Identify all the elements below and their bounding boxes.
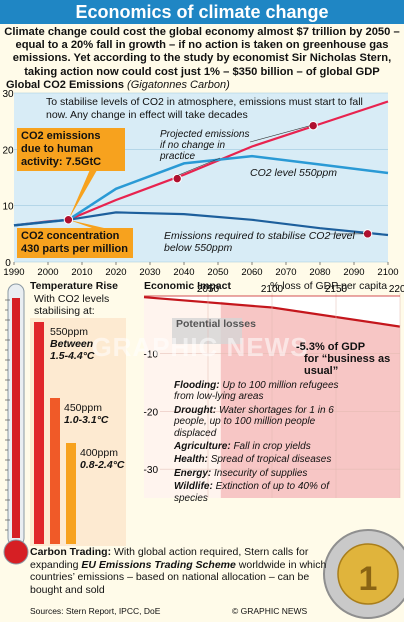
level-550: 550ppm Between 1.5-4.4°C bbox=[50, 326, 112, 362]
impact-wildlife: Wildlife: Extinction of up to 40% of spe… bbox=[174, 481, 329, 504]
svg-text:1: 1 bbox=[359, 560, 378, 598]
level-400-range: 0.8-2.4°C bbox=[80, 459, 125, 471]
impact-y-tick-label: -10 bbox=[144, 350, 159, 361]
emissions-subtitle-text: (Gigatonnes Carbon) bbox=[127, 79, 230, 91]
x-tick-label: 2060 bbox=[241, 267, 262, 278]
emissions-note: To stabilise levels of CO2 in atmosphere… bbox=[46, 96, 363, 121]
impact-x-tick-label: 2050 bbox=[197, 284, 220, 295]
impact-agriculture: Agriculture: Fall in crop yields bbox=[174, 441, 311, 453]
bar-550ppm bbox=[34, 322, 44, 544]
emissions-chart-title: Global CO2 Emissions (Gigatonnes Carbon) bbox=[6, 79, 230, 91]
temperature-lead: With CO2 levels stabilising at: bbox=[34, 293, 110, 317]
credit: © GRAPHIC NEWS bbox=[232, 606, 308, 616]
bar-450ppm bbox=[50, 398, 60, 544]
leader-line bbox=[249, 125, 311, 143]
level-450-range: 1.0-3.1°C bbox=[64, 414, 109, 426]
y-tick-label: 0 bbox=[5, 258, 11, 269]
chart-marker bbox=[308, 120, 318, 131]
x-tick-label: 2040 bbox=[173, 267, 194, 278]
x-tick-label: 2010 bbox=[71, 267, 92, 278]
temperature-glow bbox=[30, 318, 126, 546]
page-title: Economics of climate change bbox=[0, 0, 404, 24]
level-400: 400ppm 0.8-2.4°C bbox=[80, 447, 124, 471]
carbon-text-1: With global action required, Stern calls… bbox=[30, 546, 309, 571]
x-tick-label: 1990 bbox=[3, 267, 24, 278]
carbon-scheme: EU Emissions Trading Scheme bbox=[81, 558, 236, 571]
impact-x-tick-label: 2200 bbox=[389, 284, 404, 295]
carbon-text-2: worldwide in which countries’ emissions … bbox=[30, 558, 327, 596]
chart-marker bbox=[63, 215, 74, 225]
economic-title: Economic Impact bbox=[144, 280, 231, 292]
impact-x-tick-label: 2150 bbox=[325, 284, 348, 295]
impact-energy: Energy: Insecurity of supplies bbox=[174, 467, 308, 479]
bar-400ppm bbox=[66, 443, 76, 544]
potential-losses-box bbox=[172, 318, 242, 344]
potential-loss-area bbox=[220, 301, 400, 498]
x-tick-label: 2080 bbox=[309, 267, 330, 278]
bau-value: -5.3% of GDP bbox=[296, 341, 366, 353]
impact-drought: Drought: Water shortages for 1 in 6 peop… bbox=[174, 404, 334, 439]
watermark: GRAPHIC NEWS bbox=[91, 332, 308, 362]
chart-marker bbox=[172, 173, 182, 184]
level-400-ppm: 400ppm bbox=[80, 447, 118, 459]
emissions-pointer bbox=[68, 158, 104, 220]
economic-unit: % loss of GDP per capita bbox=[270, 280, 388, 292]
x-tick-label: 2020 bbox=[105, 267, 126, 278]
level-label: CO2 level 550ppm bbox=[250, 167, 337, 179]
carbon-trading-text: Carbon Trading: With global action requi… bbox=[30, 546, 330, 596]
temperature-title: Temperature Rise bbox=[30, 280, 118, 292]
projected-label: Projected emissions if no change in prac… bbox=[160, 129, 250, 162]
impact-list: Flooding: Up to 100 million refugees fro… bbox=[174, 380, 344, 506]
euro-coin-icon: 1 bbox=[323, 529, 404, 619]
emissions-title-text: Global CO2 Emissions bbox=[6, 79, 124, 91]
concentration-pointer bbox=[68, 219, 104, 228]
potential-losses-label: Potential losses bbox=[176, 318, 256, 330]
y-tick-label: 30 bbox=[2, 89, 14, 100]
level-450: 450ppm 1.0-3.1°C bbox=[64, 402, 108, 426]
thermometer bbox=[3, 283, 29, 565]
x-tick-label: 2050 bbox=[207, 267, 228, 278]
impact-y-tick-label: -20 bbox=[144, 407, 159, 418]
leader-line bbox=[177, 157, 221, 176]
impact-y-tick-label: -30 bbox=[144, 465, 159, 476]
stabilise-label: Emissions required to stabilise CO2 leve… bbox=[164, 230, 355, 254]
impact-x-tick-label: 2100 bbox=[261, 284, 284, 295]
thermometer-bulb bbox=[3, 539, 29, 565]
x-tick-label: 2100 bbox=[377, 267, 398, 278]
sources: Sources: Stern Report, IPCC, DoE bbox=[30, 606, 161, 616]
carbon-key: Carbon Trading: bbox=[30, 546, 112, 558]
current-concentration-box: CO2 concentration 430 parts per million bbox=[17, 228, 133, 258]
impact-health: Health: Spread of tropical diseases bbox=[174, 454, 332, 466]
intro-text: Climate change could cost the global eco… bbox=[4, 26, 400, 78]
x-tick-label: 2030 bbox=[139, 267, 160, 278]
y-tick-label: 20 bbox=[2, 145, 14, 156]
level-450-ppm: 450ppm bbox=[64, 402, 102, 414]
x-tick-label: 2000 bbox=[37, 267, 58, 278]
current-emissions-box: CO2 emissions due to human activity: 7.5… bbox=[17, 128, 125, 171]
x-tick-label: 2070 bbox=[275, 267, 296, 278]
y-tick-label: 10 bbox=[2, 202, 14, 213]
impact-flooding: Flooding: Up to 100 million refugees fro… bbox=[174, 380, 339, 403]
level-550-range: Between 1.5-4.4°C bbox=[50, 338, 95, 362]
bau-label: for “business as usual” bbox=[304, 353, 391, 377]
level-550-ppm: 550ppm bbox=[50, 326, 88, 338]
x-tick-label: 2090 bbox=[343, 267, 364, 278]
